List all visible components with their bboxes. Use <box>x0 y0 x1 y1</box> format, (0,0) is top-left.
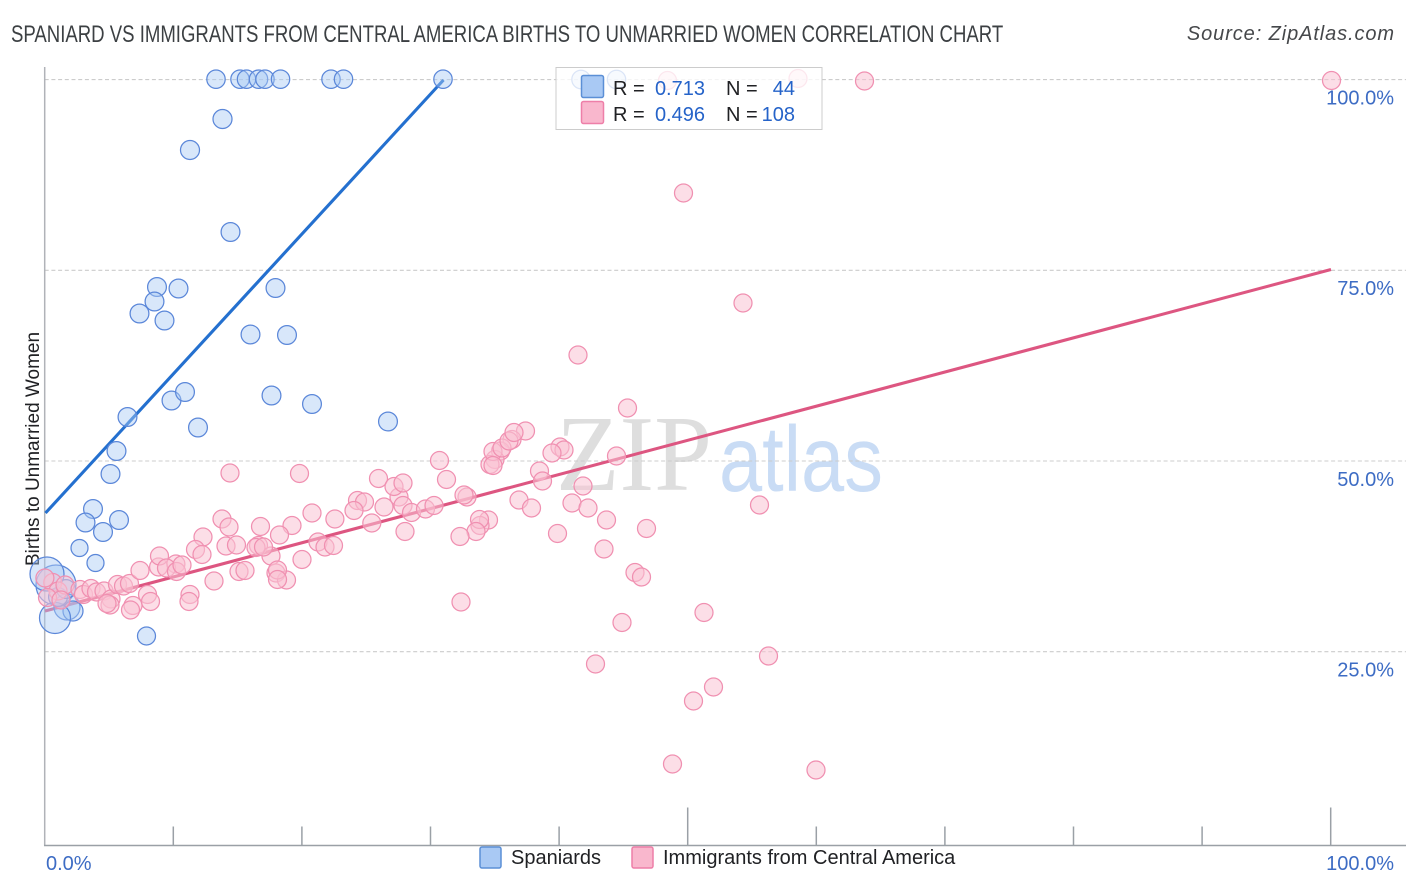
svg-text:50.0%: 50.0% <box>1337 469 1394 491</box>
svg-text:atlas: atlas <box>719 407 883 511</box>
svg-text:100.0%: 100.0% <box>1326 88 1394 110</box>
svg-text:0.0%: 0.0% <box>46 853 92 875</box>
svg-text:75.0%: 75.0% <box>1337 278 1394 300</box>
svg-text:44: 44 <box>773 78 795 100</box>
svg-text:25.0%: 25.0% <box>1337 660 1394 682</box>
svg-text:N =: N = <box>726 104 758 126</box>
svg-text:0.496: 0.496 <box>655 104 705 126</box>
svg-text:Spaniards: Spaniards <box>511 847 601 869</box>
svg-text:R =: R = <box>613 104 645 126</box>
svg-text:100.0%: 100.0% <box>1326 853 1394 875</box>
svg-text:Immigrants from Central Americ: Immigrants from Central America <box>663 847 956 869</box>
svg-text:108: 108 <box>762 104 795 126</box>
svg-text:0.713: 0.713 <box>655 78 705 100</box>
svg-text:N =: N = <box>726 78 758 100</box>
svg-text:R =: R = <box>613 78 645 100</box>
